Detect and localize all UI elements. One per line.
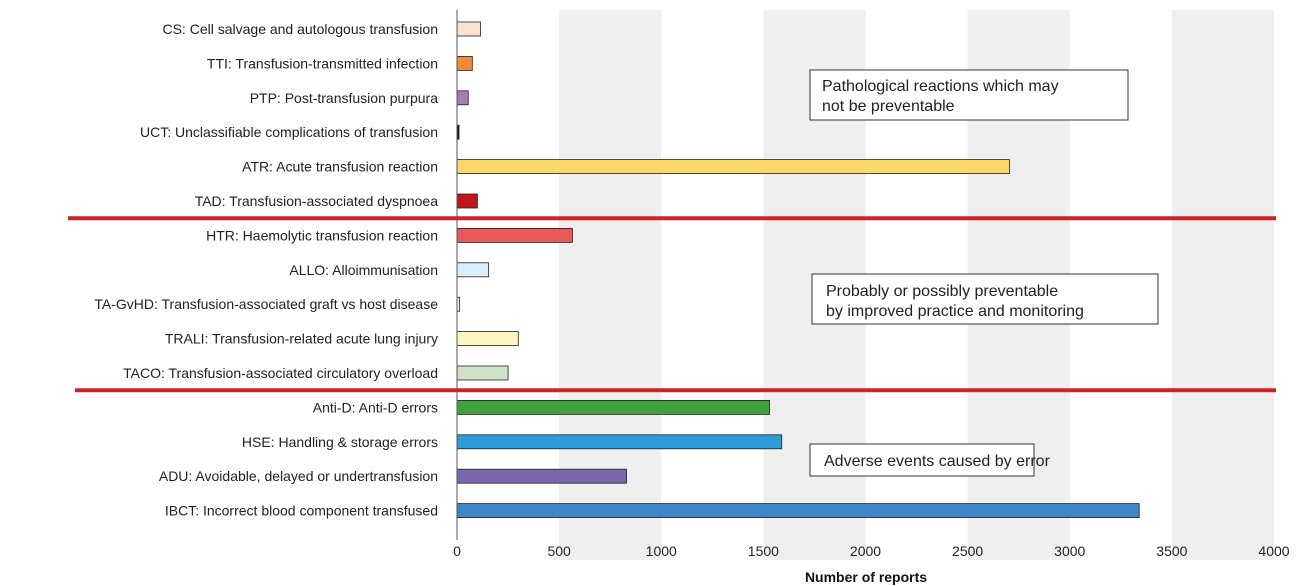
category-label: TRALI: Transfusion-related acute lung in…: [165, 331, 438, 347]
group-annotation-1-line-2: not be preventable: [822, 98, 955, 115]
bar: [456, 503, 1140, 519]
group-annotation-1: Pathological reactions which may not be …: [809, 69, 1129, 121]
bar: [456, 227, 573, 243]
x-tick-label: 1500: [748, 543, 779, 559]
grid-band: [559, 10, 662, 560]
category-labels: CS: Cell salvage and autologous transfus…: [94, 21, 438, 519]
group-annotation-2: Probably or possibly preventable by impr…: [811, 273, 1159, 325]
bar: [456, 468, 627, 484]
bar: [456, 56, 473, 71]
group-separators: [68, 216, 1276, 393]
x-tick-label: 500: [547, 543, 571, 559]
bars: [456, 21, 1140, 519]
category-label: HSE: Handling & storage errors: [242, 434, 438, 450]
bar: [456, 159, 1010, 175]
category-label: TACO: Transfusion-associated circulatory…: [123, 365, 438, 381]
bar: [456, 21, 481, 37]
grid-band: [1171, 10, 1274, 560]
group-annotation-3-line-1: Adverse events caused by error: [824, 453, 1051, 470]
bar: [456, 399, 770, 415]
category-label: Anti-D: Anti-D errors: [313, 399, 438, 415]
category-label: IBCT: Incorrect blood component transfus…: [165, 503, 438, 519]
bar: [456, 90, 469, 106]
bar: [456, 262, 490, 278]
category-label: TA-GvHD: Transfusion-associated graft vs…: [94, 296, 438, 312]
group-annotation-3: Adverse events caused by error: [809, 443, 1051, 477]
bar: [456, 193, 478, 209]
x-tick-label: 4000: [1258, 543, 1289, 559]
category-label: UCT: Unclassifiable complications of tra…: [140, 124, 438, 140]
x-tick-label: 2500: [952, 543, 983, 559]
x-tick-label: 1000: [646, 543, 677, 559]
x-tick-label: 2000: [850, 543, 881, 559]
bar: [456, 331, 519, 347]
group-annotation-1-line-1: Pathological reactions which may: [822, 78, 1059, 95]
x-tick-labels: 0 500 1000 1500 2000 2500 3000 3500 4000: [453, 543, 1290, 559]
category-label: ADU: Avoidable, delayed or undertransfus…: [159, 468, 438, 484]
category-label: PTP: Post-transfusion purpura: [250, 90, 439, 106]
category-label: ATR: Acute transfusion reaction: [242, 159, 438, 175]
x-tick-label: 0: [453, 543, 461, 559]
group-annotation-2-line-1: Probably or possibly preventable: [826, 283, 1058, 300]
category-label: HTR: Haemolytic transfusion reaction: [206, 227, 438, 243]
x-tick-label: 3000: [1054, 543, 1085, 559]
bar: [456, 434, 783, 450]
category-label: ALLO: Alloimmunisation: [289, 262, 438, 278]
category-label: CS: Cell salvage and autologous transfus…: [162, 21, 438, 37]
group-annotation-2-line-2: by improved practice and monitoring: [826, 303, 1084, 320]
bar: [456, 365, 509, 381]
x-tick-label: 3500: [1156, 543, 1187, 559]
x-axis-title: Number of reports: [805, 569, 927, 585]
category-label: TTI: Transfusion-transmitted infection: [207, 55, 438, 71]
category-label: TAD: Transfusion-associated dyspnoea: [195, 193, 439, 209]
